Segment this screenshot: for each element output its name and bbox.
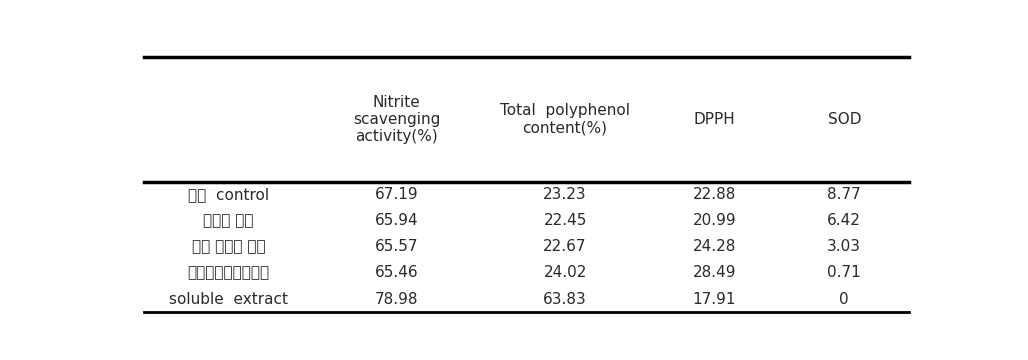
Text: 효소처리고추씨된장: 효소처리고추씨된장	[187, 265, 269, 280]
Text: 65.94: 65.94	[375, 213, 418, 228]
Text: 65.46: 65.46	[375, 265, 418, 280]
Text: Total  polyphenol
content(%): Total polyphenol content(%)	[500, 103, 630, 136]
Text: Nitrite
scavenging
activity(%): Nitrite scavenging activity(%)	[354, 95, 441, 144]
Text: 된장  control: 된장 control	[188, 187, 269, 202]
Text: 17.91: 17.91	[693, 292, 736, 307]
Text: DPPH: DPPH	[693, 112, 735, 127]
Text: 8.77: 8.77	[828, 187, 861, 202]
Text: 증자 고추씨 된장: 증자 고추씨 된장	[192, 239, 265, 255]
Text: 고추씨 된장: 고추씨 된장	[204, 213, 254, 228]
Text: 65.57: 65.57	[375, 239, 418, 255]
Text: 20.99: 20.99	[693, 213, 736, 228]
Text: 24.28: 24.28	[693, 239, 736, 255]
Text: 24.02: 24.02	[544, 265, 587, 280]
Text: 3.03: 3.03	[828, 239, 861, 255]
Text: 22.45: 22.45	[544, 213, 587, 228]
Text: 63.83: 63.83	[543, 292, 587, 307]
Text: 0.71: 0.71	[828, 265, 861, 280]
Text: 22.67: 22.67	[544, 239, 587, 255]
Text: 0: 0	[840, 292, 849, 307]
Text: 78.98: 78.98	[375, 292, 418, 307]
Text: soluble  extract: soluble extract	[169, 292, 288, 307]
Text: 67.19: 67.19	[375, 187, 418, 202]
Text: SOD: SOD	[828, 112, 861, 127]
Text: 23.23: 23.23	[543, 187, 587, 202]
Text: 22.88: 22.88	[693, 187, 736, 202]
Text: 6.42: 6.42	[828, 213, 861, 228]
Text: 28.49: 28.49	[693, 265, 736, 280]
